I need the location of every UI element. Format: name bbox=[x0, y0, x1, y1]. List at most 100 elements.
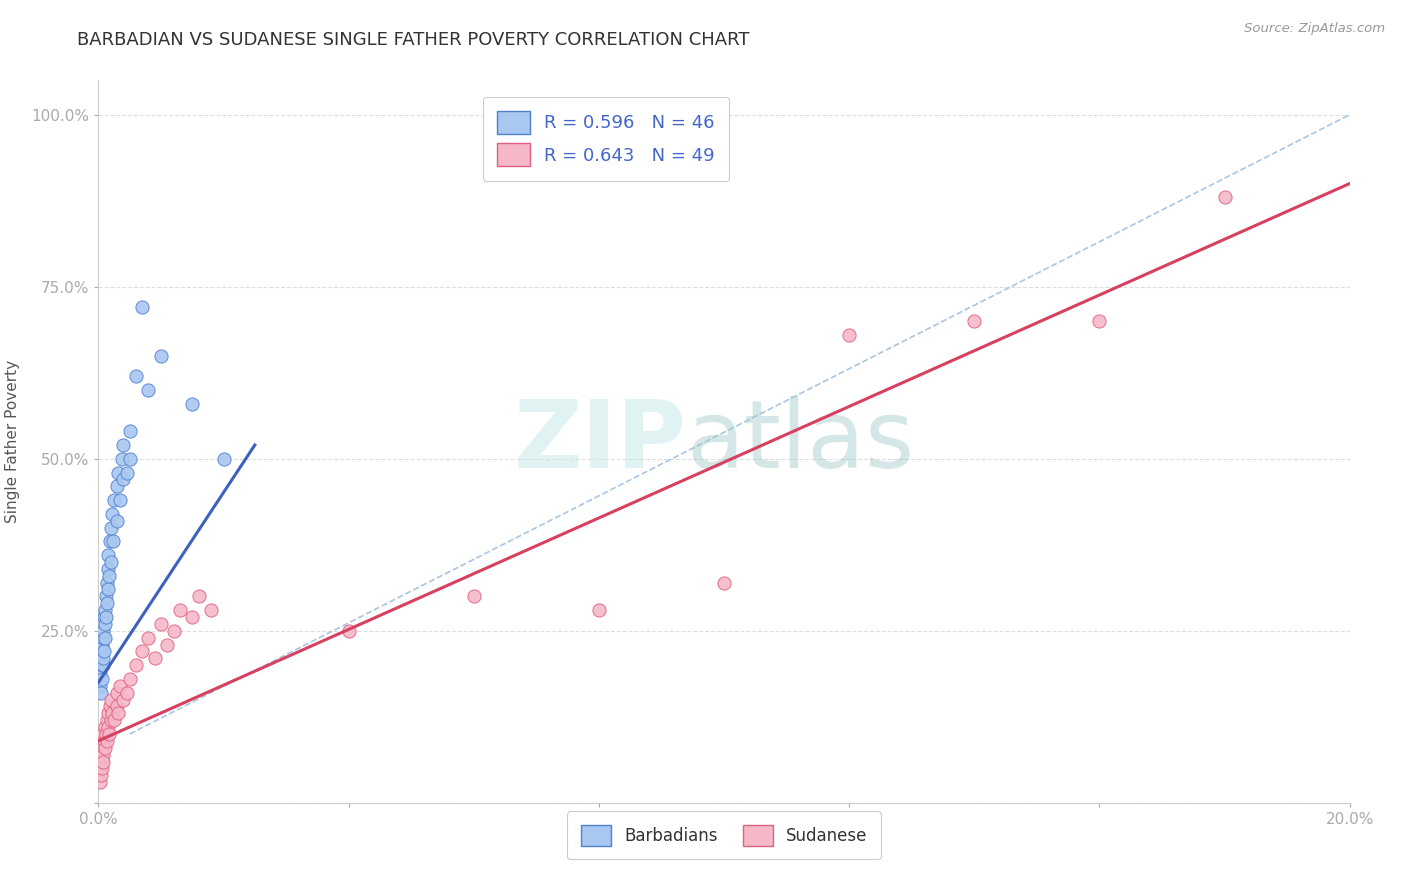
Point bbox=[89, 679, 111, 693]
Point bbox=[162, 624, 184, 638]
Point bbox=[169, 603, 191, 617]
Point bbox=[90, 755, 112, 769]
Point bbox=[463, 590, 485, 604]
Point bbox=[94, 727, 117, 741]
Point bbox=[125, 658, 148, 673]
Point bbox=[93, 616, 115, 631]
Point bbox=[838, 327, 860, 342]
Point bbox=[138, 383, 160, 397]
Text: atlas: atlas bbox=[686, 395, 915, 488]
Legend: Barbadians, Sudanese: Barbadians, Sudanese bbox=[568, 812, 880, 860]
Point bbox=[93, 644, 115, 658]
Point bbox=[97, 548, 120, 562]
Point bbox=[97, 720, 120, 734]
Point bbox=[93, 603, 115, 617]
Point bbox=[91, 761, 114, 775]
Point bbox=[150, 349, 173, 363]
Point bbox=[1213, 190, 1236, 204]
Point bbox=[98, 534, 121, 549]
Point bbox=[101, 534, 124, 549]
Point bbox=[93, 624, 115, 638]
Point bbox=[103, 713, 125, 727]
Point bbox=[90, 644, 112, 658]
Point bbox=[100, 520, 122, 534]
Point bbox=[110, 493, 132, 508]
Point bbox=[143, 651, 166, 665]
Point bbox=[187, 590, 209, 604]
Point bbox=[200, 603, 222, 617]
Point bbox=[963, 314, 986, 328]
Point bbox=[131, 301, 153, 315]
Point bbox=[93, 740, 115, 755]
Point bbox=[91, 658, 114, 673]
Point bbox=[212, 451, 235, 466]
Point bbox=[93, 734, 115, 748]
Point bbox=[98, 727, 121, 741]
Point bbox=[105, 686, 128, 700]
Point bbox=[107, 706, 129, 721]
Point bbox=[118, 424, 141, 438]
Text: Source: ZipAtlas.com: Source: ZipAtlas.com bbox=[1244, 22, 1385, 36]
Point bbox=[89, 761, 111, 775]
Text: BARBADIAN VS SUDANESE SINGLE FATHER POVERTY CORRELATION CHART: BARBADIAN VS SUDANESE SINGLE FATHER POVE… bbox=[77, 31, 749, 49]
Point bbox=[93, 720, 115, 734]
Point bbox=[91, 638, 114, 652]
Point bbox=[91, 747, 114, 762]
Point bbox=[110, 679, 132, 693]
Point bbox=[97, 706, 120, 721]
Point bbox=[337, 624, 360, 638]
Point bbox=[111, 451, 134, 466]
Point bbox=[100, 692, 122, 706]
Point bbox=[150, 616, 173, 631]
Point bbox=[96, 596, 118, 610]
Point bbox=[94, 610, 117, 624]
Point bbox=[98, 699, 121, 714]
Point bbox=[90, 768, 112, 782]
Point bbox=[96, 734, 118, 748]
Point bbox=[112, 472, 135, 486]
Point bbox=[91, 631, 114, 645]
Point bbox=[93, 755, 115, 769]
Point bbox=[91, 727, 114, 741]
Point bbox=[101, 706, 124, 721]
Point bbox=[138, 631, 160, 645]
Point bbox=[105, 479, 128, 493]
Point bbox=[131, 644, 153, 658]
Text: ZIP: ZIP bbox=[513, 395, 686, 488]
Point bbox=[181, 397, 204, 411]
Point bbox=[100, 713, 122, 727]
Point bbox=[107, 466, 129, 480]
Point bbox=[156, 638, 179, 652]
Point bbox=[713, 575, 735, 590]
Point bbox=[125, 369, 148, 384]
Point bbox=[118, 672, 141, 686]
Point bbox=[181, 610, 204, 624]
Point bbox=[105, 699, 128, 714]
Point bbox=[118, 451, 141, 466]
Point bbox=[97, 582, 120, 597]
Point bbox=[90, 658, 112, 673]
Point bbox=[93, 651, 115, 665]
Point bbox=[115, 686, 138, 700]
Point bbox=[105, 514, 128, 528]
Point bbox=[96, 575, 118, 590]
Point bbox=[91, 672, 114, 686]
Point bbox=[90, 740, 112, 755]
Point bbox=[1088, 314, 1111, 328]
Point bbox=[89, 775, 111, 789]
Point bbox=[115, 466, 138, 480]
Point bbox=[103, 493, 125, 508]
Point bbox=[93, 610, 115, 624]
Point bbox=[90, 686, 112, 700]
Point bbox=[100, 555, 122, 569]
Point bbox=[98, 568, 121, 582]
Point bbox=[89, 665, 111, 679]
Point bbox=[101, 507, 124, 521]
Point bbox=[97, 562, 120, 576]
Point bbox=[112, 438, 135, 452]
Point bbox=[112, 692, 135, 706]
Point bbox=[588, 603, 610, 617]
Point bbox=[94, 590, 117, 604]
Point bbox=[93, 631, 115, 645]
Y-axis label: Single Father Poverty: Single Father Poverty bbox=[6, 360, 20, 523]
